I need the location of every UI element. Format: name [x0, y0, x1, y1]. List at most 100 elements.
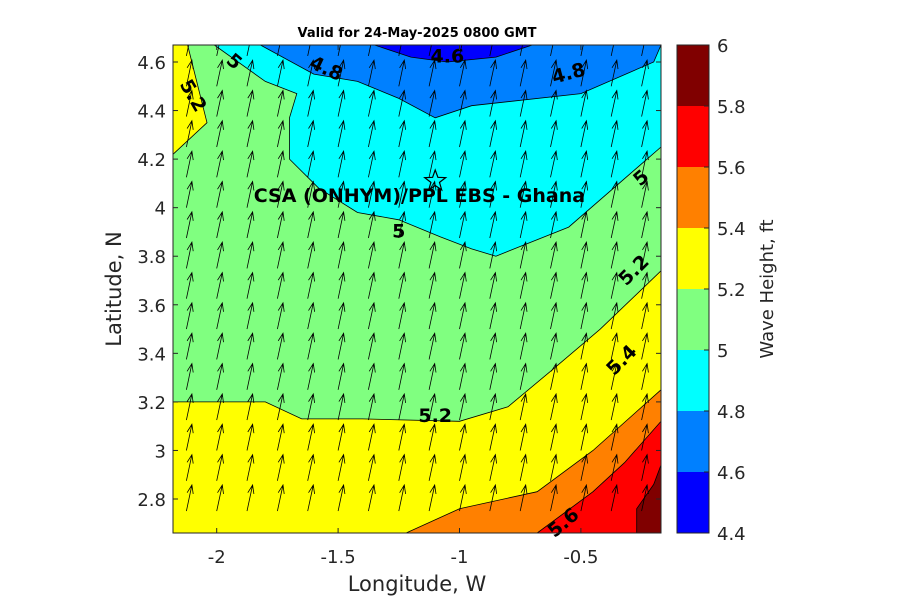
- vector-arrow-186: [519, 180, 528, 208]
- vector-arrow-161: [489, 453, 497, 481]
- vector-arrow-9: [186, 210, 194, 239]
- y-tick-label-9: 4.6: [137, 53, 166, 74]
- contour-fill-4_8-6: [213, 45, 661, 257]
- colorbar-tick-label-2: 4.8: [717, 402, 746, 423]
- vector-arrow-5: [186, 332, 194, 360]
- vector-arrow-214: [580, 301, 589, 330]
- vector-arrow-11: [186, 150, 194, 178]
- vector-arrow-53: [277, 332, 285, 360]
- vector-arrow-201: [550, 210, 558, 239]
- vector-arrow-109: [368, 89, 376, 117]
- colorbar-swatch-3: [677, 289, 709, 350]
- vector-arrow-99: [368, 392, 376, 421]
- vector-arrow-125: [398, 89, 406, 117]
- vector-arrow-36: [246, 362, 255, 390]
- vector-arrow-178: [519, 423, 528, 451]
- vector-arrow-147: [459, 392, 467, 421]
- vector-arrow-24: [216, 241, 224, 269]
- vector-arrow-115: [398, 392, 406, 421]
- y-tick-label-6: 4: [155, 199, 166, 220]
- vector-arrow-89: [337, 210, 346, 239]
- vector-arrow-233: [610, 210, 619, 239]
- vector-arrow-168: [489, 241, 497, 269]
- colorbar: 4.4 4.6 4.8 5 5.2 5.4 5.6 5.8 6: [676, 36, 746, 545]
- vector-arrow-38: [246, 301, 255, 330]
- vector-arrow-58: [277, 180, 285, 208]
- vector-arrow-167: [489, 271, 497, 299]
- vector-arrow-7: [186, 271, 194, 299]
- vector-arrow-80: [337, 483, 346, 512]
- x-axis-label: Longitude, W: [348, 572, 487, 596]
- vector-arrow-86: [337, 301, 346, 330]
- vector-arrow-131: [428, 392, 437, 421]
- vector-arrow-206: [550, 59, 558, 87]
- vector-arrow-248: [641, 241, 649, 269]
- vector-arrow-88: [337, 241, 346, 269]
- y-tick-label-2: 3.2: [137, 393, 166, 414]
- vector-arrow-28: [216, 119, 224, 148]
- vector-arrow-160: [489, 483, 497, 512]
- x-tick-label-1: -1.5: [321, 547, 356, 568]
- chart-title: Valid for 24-May-2025 0800 GMT: [298, 26, 537, 41]
- vector-arrow-3: [186, 392, 194, 421]
- vector-arrow-12: [186, 119, 194, 148]
- vector-arrow-92: [337, 119, 346, 148]
- vector-arrow-78: [307, 59, 315, 87]
- vector-arrow-200: [550, 241, 558, 269]
- vector-arrow-244: [641, 362, 649, 390]
- vector-arrow-48: [277, 483, 285, 512]
- vector-arrow-70: [307, 301, 315, 330]
- vector-arrow-31: [216, 45, 220, 56]
- vector-arrow-158: [459, 59, 467, 87]
- vector-arrow-72: [307, 241, 315, 269]
- vector-arrow-8: [186, 241, 194, 269]
- vector-arrow-132: [428, 362, 437, 390]
- vector-arrow-21: [216, 332, 224, 360]
- vector-arrow-236: [610, 119, 619, 148]
- vector-arrow-60: [277, 119, 285, 148]
- vector-arrow-250: [641, 180, 649, 208]
- vector-arrow-30: [216, 59, 224, 87]
- vector-arrow-73: [307, 210, 315, 239]
- vector-arrow-150: [459, 301, 467, 330]
- vector-arrow-56: [277, 241, 285, 269]
- vector-arrow-253: [641, 89, 649, 117]
- vector-arrow-246: [641, 301, 649, 330]
- vector-arrow-90: [337, 180, 346, 208]
- vector-arrow-126: [398, 59, 406, 87]
- vector-arrow-251: [641, 150, 649, 178]
- colorbar-swatch-0: [677, 472, 709, 533]
- x-tick-label-0: -2: [208, 547, 226, 568]
- vector-arrow-195: [550, 392, 558, 421]
- vector-arrow-17: [216, 453, 224, 481]
- vector-arrow-45: [246, 89, 255, 117]
- vector-arrow-183: [519, 271, 528, 299]
- vector-arrow-218: [580, 180, 589, 208]
- vector-arrow-81: [337, 453, 346, 481]
- colorbar-tick-label-0: 4.4: [717, 524, 746, 545]
- vector-arrow-193: [550, 453, 558, 481]
- vector-arrow-172: [489, 119, 497, 148]
- vector-arrow-149: [459, 332, 467, 360]
- vector-arrow-231: [610, 271, 619, 299]
- vector-arrow-229: [610, 332, 619, 360]
- contour-fill-5_2-1: [173, 270, 661, 533]
- plot-area: [173, 45, 661, 533]
- vector-arrow-252: [641, 119, 649, 148]
- vector-arrow-162: [489, 423, 497, 451]
- vector-arrow-16: [216, 483, 224, 512]
- vector-arrow-232: [610, 241, 619, 269]
- vector-arrow-84: [337, 362, 346, 390]
- vector-arrow-1: [186, 453, 194, 481]
- vector-arrow-151: [459, 271, 467, 299]
- vector-arrow-227: [610, 392, 619, 421]
- vector-arrow-230: [610, 301, 619, 330]
- vector-arrow-177: [519, 453, 528, 481]
- vector-arrow-171: [489, 150, 497, 178]
- vector-arrow-221: [580, 89, 589, 117]
- site-annotation: CSA (ONHYM)/PPL EBS - Ghana: [254, 168, 585, 207]
- vector-arrow-179: [519, 392, 528, 421]
- y-tick-label-0: 2.8: [137, 490, 166, 511]
- vector-arrow-180: [519, 362, 528, 390]
- vector-arrow-102: [368, 301, 376, 330]
